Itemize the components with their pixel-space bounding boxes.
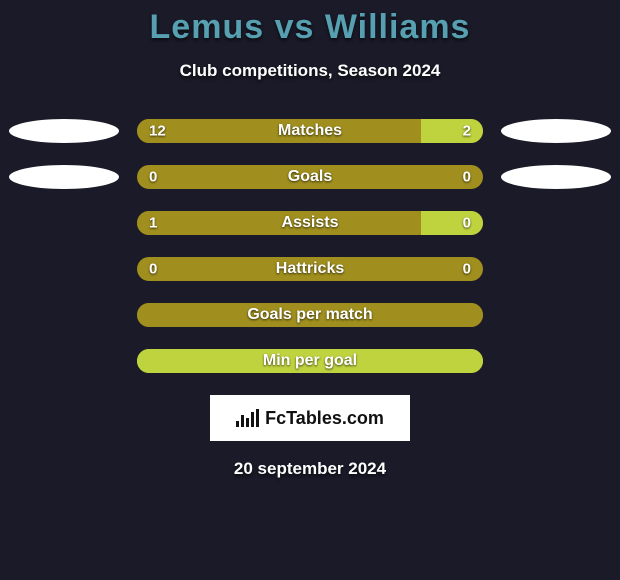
chart-icon <box>236 409 259 427</box>
stat-row: Goals per match <box>0 303 620 327</box>
stat-bar: 12 Matches 2 <box>137 119 483 143</box>
logo-text: FcTables.com <box>265 408 384 429</box>
labels: Goals per match <box>137 303 483 327</box>
value-right: 2 <box>463 123 471 140</box>
subtitle: Club competitions, Season 2024 <box>0 61 620 81</box>
player1-badge <box>9 119 119 143</box>
player2-badge <box>501 165 611 189</box>
stat-label: Hattricks <box>276 260 344 278</box>
stat-bar: Goals per match <box>137 303 483 327</box>
labels: 12 Matches 2 <box>137 119 483 143</box>
stat-label: Min per goal <box>263 352 357 370</box>
stat-bar: 0 Goals 0 <box>137 165 483 189</box>
labels: 1 Assists 0 <box>137 211 483 235</box>
logo-box: FcTables.com <box>210 395 410 441</box>
stat-bar: 0 Hattricks 0 <box>137 257 483 281</box>
value-left: 0 <box>149 169 157 186</box>
value-right: 0 <box>463 169 471 186</box>
stat-row: Min per goal <box>0 349 620 373</box>
stat-label: Goals per match <box>247 306 372 324</box>
value-left: 1 <box>149 215 157 232</box>
stat-label: Goals <box>288 168 332 186</box>
stat-row: 1 Assists 0 <box>0 211 620 235</box>
labels: Min per goal <box>137 349 483 373</box>
value-right: 0 <box>463 261 471 278</box>
stat-bar: Min per goal <box>137 349 483 373</box>
stat-label: Matches <box>278 122 342 140</box>
stat-row: 0 Hattricks 0 <box>0 257 620 281</box>
date: 20 september 2024 <box>0 459 620 479</box>
value-left: 0 <box>149 261 157 278</box>
stat-row: 12 Matches 2 <box>0 119 620 143</box>
player1-badge <box>9 165 119 189</box>
labels: 0 Hattricks 0 <box>137 257 483 281</box>
stat-row: 0 Goals 0 <box>0 165 620 189</box>
value-left: 12 <box>149 123 166 140</box>
stat-bar: 1 Assists 0 <box>137 211 483 235</box>
stats-area: 12 Matches 2 0 Goals 0 1 Assists 0 0 Hattricks 0 Goa… <box>0 119 620 373</box>
stat-label: Assists <box>282 214 339 232</box>
labels: 0 Goals 0 <box>137 165 483 189</box>
player2-badge <box>501 119 611 143</box>
page-title: Lemus vs Williams <box>0 8 620 47</box>
value-right: 0 <box>463 215 471 232</box>
